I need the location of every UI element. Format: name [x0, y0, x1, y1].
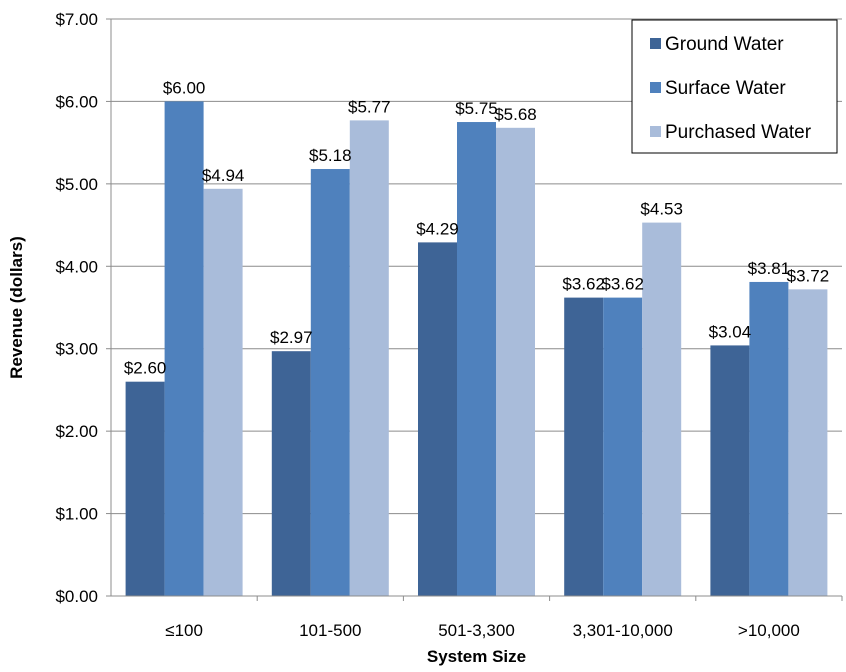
data-label: $5.75: [455, 99, 498, 118]
bar: [564, 297, 604, 596]
legend-box: [631, 19, 838, 154]
bar: [788, 289, 828, 596]
x-tick-label: 3,301-10,000: [573, 621, 673, 640]
data-label: $3.62: [562, 275, 605, 294]
bar: [457, 122, 496, 597]
data-label: $2.60: [124, 359, 167, 378]
data-label: $3.62: [601, 275, 644, 294]
bar: [164, 101, 204, 596]
bar: [710, 345, 750, 596]
bar: [642, 222, 682, 596]
y-tick-label: $6.00: [55, 92, 98, 111]
data-label: $5.68: [494, 105, 537, 124]
legend-swatch: [650, 82, 661, 93]
data-label: $3.72: [787, 266, 830, 285]
bar: [271, 351, 311, 596]
data-label: $5.77: [348, 97, 391, 116]
bar: [203, 188, 243, 596]
bar: [349, 120, 389, 596]
y-tick-label: $1.00: [55, 505, 98, 524]
legend-label: Purchased Water: [665, 122, 812, 143]
x-tick-label: 501-3,300: [438, 621, 515, 640]
bar: [125, 381, 165, 596]
data-label: $4.29: [416, 219, 459, 238]
y-tick-label: $2.00: [55, 422, 98, 441]
x-tick-label: ≤100: [165, 621, 203, 640]
legend-label: Ground Water: [665, 34, 784, 55]
x-tick-label: >10,000: [738, 621, 800, 640]
x-axis-title: System Size: [427, 647, 526, 666]
data-label: $5.18: [309, 146, 352, 165]
x-tick-label: 101-500: [299, 621, 361, 640]
y-tick-label: $5.00: [55, 175, 98, 194]
bar: [603, 297, 643, 596]
data-label: $4.53: [640, 200, 683, 219]
y-tick-label: $0.00: [55, 587, 98, 606]
y-tick-label: $7.00: [55, 10, 98, 29]
data-label: $2.97: [270, 328, 313, 347]
bar: [418, 242, 457, 597]
y-tick-label: $3.00: [55, 340, 98, 359]
legend-swatch: [650, 38, 661, 49]
legend: Ground Water Surface Water Purchased Water: [631, 19, 838, 154]
legend-swatch: [650, 126, 661, 137]
legend-label: Surface Water: [665, 78, 786, 99]
bar: [749, 281, 789, 596]
bar: [496, 127, 535, 596]
data-label: $3.81: [748, 259, 791, 278]
y-axis-title: Revenue (dollars): [7, 236, 26, 379]
data-labels: $2.60 $6.00 $4.94 $2.97 $5.18 $5.77 $4.29 $5.75…: [124, 78, 829, 377]
y-tick-label: $4.00: [55, 257, 98, 276]
axes: $0.00 $1.00 $2.00 $3.00 $4.00 $5.00 $6.00 $7.00…: [55, 10, 843, 640]
data-label: $6.00: [163, 78, 206, 97]
data-label: $3.04: [709, 322, 752, 341]
bars: [125, 101, 828, 597]
data-label: $4.94: [202, 166, 245, 185]
bar: [310, 169, 350, 596]
